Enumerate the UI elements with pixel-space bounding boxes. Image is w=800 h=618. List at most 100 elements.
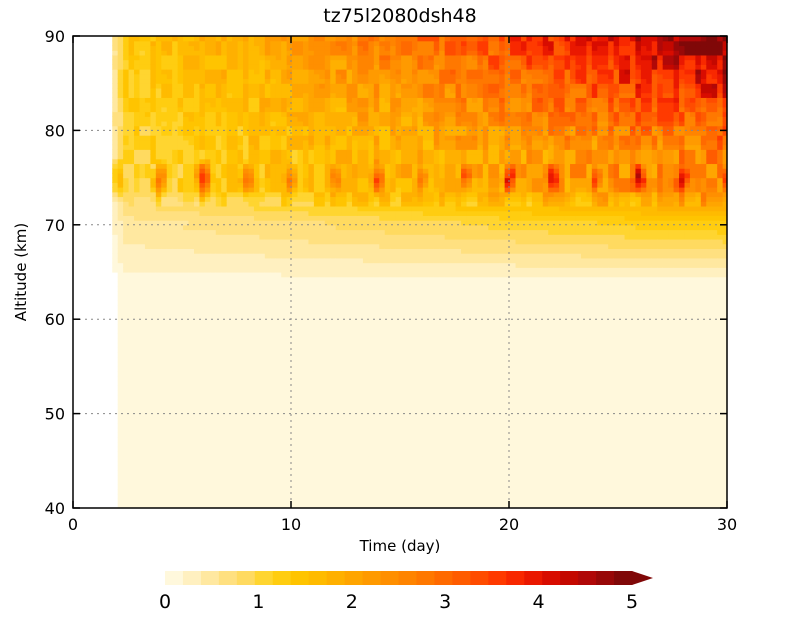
heatmap-cell xyxy=(292,319,299,325)
heatmap-cell xyxy=(226,456,233,462)
heatmap-cell xyxy=(352,267,359,273)
heatmap-cell xyxy=(237,413,244,419)
heatmap-cell xyxy=(232,498,239,504)
heatmap-cell xyxy=(215,102,222,108)
heatmap-cell xyxy=(177,323,184,330)
heatmap-cell xyxy=(270,135,277,141)
heatmap-cell xyxy=(302,196,310,202)
heatmap-cell xyxy=(237,40,244,47)
heatmap-cell xyxy=(297,281,304,287)
heatmap-cell xyxy=(286,404,293,410)
heatmap-cell xyxy=(215,135,222,141)
heatmap-cell xyxy=(379,281,386,287)
heatmap-cell xyxy=(177,498,184,504)
heatmap-cell xyxy=(319,36,326,42)
heatmap-cell xyxy=(155,290,162,297)
heatmap-cell xyxy=(302,441,310,448)
heatmap-cell xyxy=(346,172,353,179)
heatmap-cell xyxy=(292,102,299,108)
heatmap-cell xyxy=(324,465,331,471)
heatmap-cell xyxy=(161,295,168,301)
heatmap-cell xyxy=(150,342,157,349)
heatmap-cell xyxy=(183,460,190,467)
heatmap-cell xyxy=(302,432,310,438)
heatmap-cell xyxy=(248,418,255,424)
heatmap-cell xyxy=(221,314,228,320)
heatmap-cell xyxy=(297,182,304,188)
heatmap-cell xyxy=(275,503,282,508)
heatmap-cell xyxy=(155,347,162,353)
heatmap-cell xyxy=(188,224,195,231)
heatmap-cell xyxy=(144,493,151,500)
heatmap-cell xyxy=(335,196,342,202)
heatmap-cell xyxy=(362,106,369,113)
heatmap-cell xyxy=(134,144,141,150)
heatmap-cell xyxy=(286,238,293,245)
heatmap-cell xyxy=(253,102,260,108)
heatmap-cell xyxy=(253,427,260,434)
heatmap-cell xyxy=(259,451,266,457)
heatmap-cell xyxy=(313,130,320,136)
heatmap-cell xyxy=(155,276,162,283)
heatmap-cell xyxy=(150,300,157,306)
heatmap-cell xyxy=(243,361,250,367)
heatmap-cell xyxy=(357,489,364,495)
heatmap-cell xyxy=(352,36,359,42)
heatmap-cell xyxy=(139,342,146,349)
heatmap-cell xyxy=(352,413,359,419)
heatmap-cell xyxy=(232,366,239,372)
heatmap-cell xyxy=(237,248,244,254)
heatmap-cell xyxy=(346,215,353,221)
heatmap-cell xyxy=(292,361,299,367)
heatmap-cell xyxy=(275,111,282,117)
heatmap-cell xyxy=(150,177,157,183)
heatmap-cell xyxy=(144,328,151,334)
heatmap-cell xyxy=(379,262,386,268)
heatmap-cell xyxy=(155,267,162,273)
heatmap-cell xyxy=(368,375,375,382)
heatmap-cell xyxy=(297,224,304,231)
heatmap-cell xyxy=(264,187,271,193)
heatmap-cell xyxy=(134,380,141,386)
heatmap-cell xyxy=(330,229,337,235)
heatmap-cell xyxy=(292,106,299,113)
heatmap-cell xyxy=(281,474,288,481)
heatmap-cell xyxy=(362,78,369,84)
heatmap-cell xyxy=(215,154,222,160)
heatmap-cell xyxy=(204,465,211,471)
heatmap-cell xyxy=(232,423,239,429)
heatmap-cell xyxy=(177,380,184,386)
heatmap-cell xyxy=(134,432,141,438)
heatmap-cell xyxy=(302,210,310,216)
heatmap-cell xyxy=(232,267,239,273)
heatmap-cell xyxy=(346,333,353,339)
heatmap-cell xyxy=(275,168,282,174)
heatmap-cell xyxy=(379,36,386,42)
heatmap-cell xyxy=(221,390,228,396)
heatmap-cell xyxy=(352,248,359,254)
heatmap-cell xyxy=(177,399,184,405)
heatmap-cell xyxy=(259,413,266,419)
heatmap-cell xyxy=(237,73,244,80)
heatmap-cell xyxy=(292,342,299,349)
heatmap-cell xyxy=(150,347,157,353)
heatmap-cell xyxy=(134,276,141,283)
heatmap-cell xyxy=(204,286,211,292)
heatmap-cell xyxy=(134,314,141,320)
heatmap-cell xyxy=(286,106,293,113)
heatmap-cell xyxy=(199,267,206,273)
heatmap-cell xyxy=(221,460,228,467)
heatmap-cell xyxy=(134,441,141,448)
heatmap-cell xyxy=(362,413,369,419)
heatmap-cell xyxy=(123,366,130,372)
heatmap-cell xyxy=(177,390,184,396)
heatmap-cell xyxy=(362,177,369,183)
heatmap-cell xyxy=(226,474,233,481)
heatmap-cell xyxy=(270,182,277,188)
heatmap-cell xyxy=(139,333,146,339)
heatmap-cell xyxy=(373,172,380,179)
heatmap-cell xyxy=(155,366,162,372)
heatmap-cell xyxy=(379,210,386,216)
heatmap-cell xyxy=(286,356,293,363)
heatmap-cell xyxy=(330,191,337,198)
